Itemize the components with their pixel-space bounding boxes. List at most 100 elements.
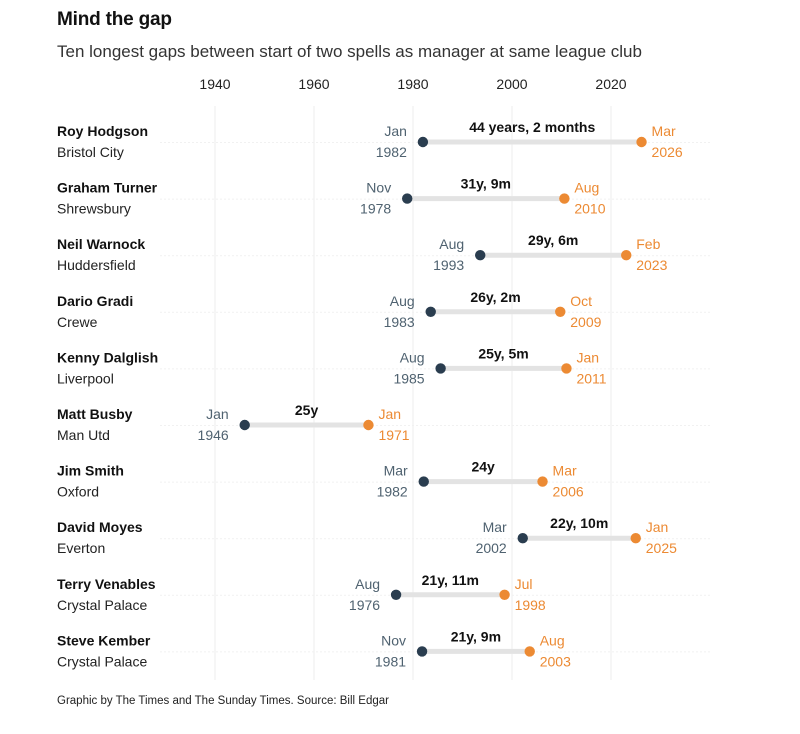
- gap-label: 26y, 2m: [470, 289, 520, 305]
- start-month: Aug: [439, 236, 464, 252]
- end-month: Oct: [570, 293, 592, 309]
- start-year: 1946: [198, 427, 229, 443]
- manager-name: Terry Venables: [57, 576, 156, 592]
- chart-rows: Roy Hodgson Bristol City 44 years, 2 month…: [57, 119, 712, 669]
- row-matt-busby: Matt Busby Man Utd 25y Jan 1946 Jan 1971: [57, 402, 712, 443]
- row-neil-warnock: Neil Warnock Huddersfield 29y, 6m Aug 1993 Fe…: [57, 232, 712, 273]
- end-year: 2026: [652, 144, 683, 160]
- start-month: Aug: [390, 293, 415, 309]
- club-name: Crewe: [57, 314, 98, 330]
- end-month: Jan: [576, 349, 599, 365]
- club-name: Crystal Palace: [57, 597, 147, 613]
- manager-name: Jim Smith: [57, 463, 124, 479]
- club-name: Everton: [57, 540, 105, 556]
- start-dot: [435, 363, 446, 374]
- club-name: Huddersfield: [57, 257, 136, 273]
- chart-subtitle: Ten longest gaps between start of two sp…: [57, 42, 642, 61]
- gap-label: 29y, 6m: [528, 232, 578, 248]
- row-terry-venables: Terry Venables Crystal Palace 21y, 11m Aug 1…: [57, 572, 712, 613]
- end-month: Jul: [515, 576, 533, 592]
- gap-label: 21y, 11m: [422, 572, 479, 588]
- manager-name: Neil Warnock: [57, 236, 145, 252]
- start-month: Nov: [381, 632, 406, 648]
- end-dot: [561, 363, 572, 374]
- manager-name: Kenny Dalglish: [57, 349, 158, 365]
- end-dot: [636, 136, 647, 148]
- gap-label: 25y: [295, 402, 319, 418]
- start-month: Mar: [384, 463, 408, 479]
- end-year: 2009: [570, 314, 601, 330]
- manager-name: Dario Gradi: [57, 293, 133, 309]
- end-month: Jan: [646, 519, 669, 535]
- start-dot: [416, 646, 428, 657]
- end-dot: [524, 646, 535, 657]
- club-name: Man Utd: [57, 427, 110, 443]
- row-jim-smith: Jim Smith Oxford 24y Mar 1982 Mar 2006: [57, 459, 712, 500]
- end-dot: [630, 533, 641, 544]
- gap-label: 21y, 9m: [451, 628, 501, 644]
- row-graham-turner: Graham Turner Shrewsbury 31y, 9m Nov 1978 Aug…: [57, 176, 712, 217]
- start-month: Jan: [206, 406, 229, 422]
- end-dot: [621, 250, 632, 261]
- start-dot: [417, 136, 429, 148]
- row-david-moyes: David Moyes Everton 22y, 10m Mar 2002 Jan 2025: [57, 515, 712, 556]
- start-month: Aug: [400, 349, 425, 365]
- end-year: 2003: [540, 653, 571, 669]
- manager-name: Steve Kember: [57, 632, 151, 648]
- end-year: 1998: [515, 597, 546, 613]
- end-dot: [537, 476, 548, 487]
- gap-label: 24y: [471, 459, 495, 475]
- start-dot: [425, 306, 436, 317]
- club-name: Shrewsbury: [57, 201, 131, 217]
- start-year: 1976: [349, 597, 380, 613]
- start-year: 1982: [376, 144, 407, 160]
- start-dot: [418, 476, 429, 487]
- start-year: 2002: [476, 540, 507, 556]
- manager-name: Graham Turner: [57, 180, 158, 196]
- x-tick-label-1960: 1960: [298, 76, 329, 92]
- end-year: 1971: [378, 427, 409, 443]
- gridlines: [214, 106, 612, 680]
- x-tick-label-2020: 2020: [595, 76, 626, 92]
- end-year: 2010: [574, 201, 605, 217]
- start-year: 1985: [393, 370, 424, 386]
- end-dot: [559, 193, 570, 204]
- end-dot: [499, 589, 510, 600]
- row-kenny-dalglish: Kenny Dalglish Liverpool 25y, 5m Aug 1985 Jan…: [57, 345, 712, 386]
- end-year: 2006: [553, 484, 584, 500]
- manager-name: Matt Busby: [57, 406, 133, 422]
- start-dot: [475, 250, 486, 261]
- start-month: Mar: [483, 519, 507, 535]
- row-steve-kember: Steve Kember Crystal Palace 21y, 9m Nov 1981…: [57, 628, 712, 669]
- start-month: Nov: [366, 180, 391, 196]
- start-year: 1993: [433, 257, 464, 273]
- start-year: 1981: [375, 653, 406, 669]
- manager-name: Roy Hodgson: [57, 123, 148, 139]
- row-dario-gradi: Dario Gradi Crewe 26y, 2m Aug 1983 Oct 2009: [57, 289, 712, 330]
- start-year: 1983: [384, 314, 415, 330]
- club-name: Oxford: [57, 484, 99, 500]
- start-dot: [517, 533, 528, 544]
- club-name: Bristol City: [57, 144, 124, 160]
- club-name: Liverpool: [57, 370, 114, 386]
- end-month: Jan: [378, 406, 401, 422]
- end-year: 2023: [636, 257, 667, 273]
- start-dot: [239, 419, 250, 431]
- start-year: 1982: [377, 484, 408, 500]
- gap-label: 31y, 9m: [461, 176, 511, 192]
- end-month: Aug: [574, 180, 599, 196]
- start-month: Jan: [384, 123, 407, 139]
- x-tick-label-1940: 1940: [199, 76, 230, 92]
- end-dot: [555, 306, 566, 317]
- end-year: 2011: [576, 370, 606, 386]
- gap-label: 22y, 10m: [550, 515, 608, 531]
- start-dot: [390, 589, 402, 600]
- end-month: Mar: [652, 123, 676, 139]
- end-month: Feb: [636, 236, 660, 252]
- end-dot: [363, 419, 374, 431]
- x-tick-label-1980: 1980: [397, 76, 428, 92]
- gap-label: 25y, 5m: [478, 345, 528, 361]
- x-axis: 1940 1960 1980 2000 2020: [199, 76, 626, 92]
- gap-label: 44 years, 2 months: [469, 119, 595, 135]
